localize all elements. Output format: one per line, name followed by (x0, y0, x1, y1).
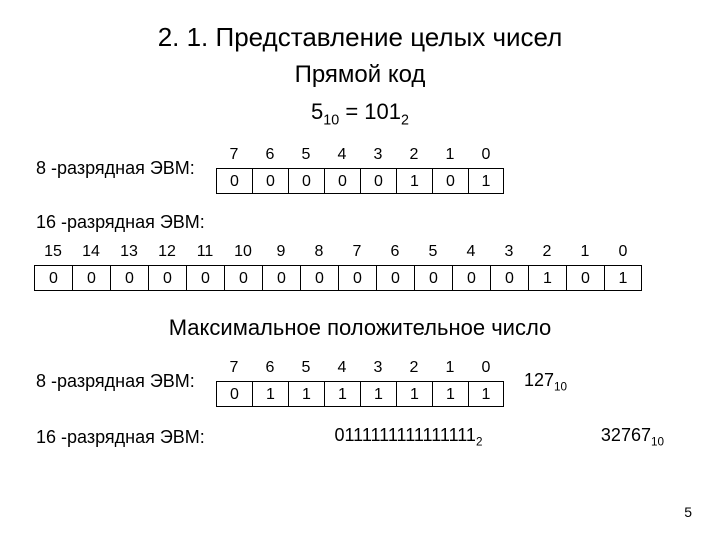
result8-base: 10 (554, 380, 567, 393)
h16-8: 7 (338, 239, 376, 265)
h8b-7: 0 (468, 355, 504, 381)
h16-13: 2 (528, 239, 566, 265)
h16-14: 1 (566, 239, 604, 265)
h8a-4: 3 (360, 142, 396, 168)
v8b-6: 1 (432, 381, 468, 407)
h16-2: 13 (110, 239, 148, 265)
h16-3: 12 (148, 239, 186, 265)
label-16bit-first: 16 -разрядная ЭВМ: (36, 212, 684, 233)
v16-4: 0 (186, 265, 224, 291)
formula-lhs-val: 5 (311, 99, 323, 124)
v8a-1: 0 (252, 168, 288, 194)
max-title: Максимальное положительное число (36, 315, 684, 341)
v8b-4: 1 (360, 381, 396, 407)
v8a-2: 0 (288, 168, 324, 194)
h8b-1: 6 (252, 355, 288, 381)
v16-14: 0 (566, 265, 604, 291)
result-32767: 3276710 (601, 425, 664, 449)
formula-eq: = (339, 99, 364, 124)
label-8bit: 8 -разрядная ЭВМ: (36, 158, 216, 179)
formula-lhs-base: 10 (323, 112, 339, 128)
v8a-6: 0 (432, 168, 468, 194)
h8a-1: 6 (252, 142, 288, 168)
h8b-3: 4 (324, 355, 360, 381)
h8b-5: 2 (396, 355, 432, 381)
h16-11: 4 (452, 239, 490, 265)
h8a-6: 1 (432, 142, 468, 168)
v16-15: 1 (604, 265, 642, 291)
v16-12: 0 (490, 265, 528, 291)
row-8bit-first: 8 -разрядная ЭВМ: 7 6 5 4 3 2 1 0 0 0 0 … (36, 142, 684, 194)
row-8bit-max: 8 -разрядная ЭВМ: 7 6 5 4 3 2 1 0 0 1 1 … (36, 355, 684, 407)
v8b-5: 1 (396, 381, 432, 407)
h8b-0: 7 (216, 355, 252, 381)
h16-6: 9 (262, 239, 300, 265)
h16-5: 10 (224, 239, 262, 265)
v16-8: 0 (338, 265, 376, 291)
h16-15: 0 (604, 239, 642, 265)
v16-1: 0 (72, 265, 110, 291)
v16-3: 0 (148, 265, 186, 291)
bin16-val: 0111111111111111 (334, 425, 475, 445)
h16-7: 8 (300, 239, 338, 265)
bin16-string: 01111111111111112 (334, 425, 482, 449)
v8a-3: 0 (324, 168, 360, 194)
h8a-0: 7 (216, 142, 252, 168)
v16-10: 0 (414, 265, 452, 291)
result16-val: 32767 (601, 425, 651, 445)
label-16bit-2: 16 -разрядная ЭВМ: (36, 427, 216, 448)
bin16-base: 2 (476, 436, 483, 449)
v16-6: 0 (262, 265, 300, 291)
conversion-formula: 510 = 1012 (36, 99, 684, 128)
h16-12: 3 (490, 239, 528, 265)
slide-title: 2. 1. Представление целых чисел (36, 22, 684, 53)
v8b-2: 1 (288, 381, 324, 407)
v16-5: 0 (224, 265, 262, 291)
v16-13: 1 (528, 265, 566, 291)
formula-rhs-base: 2 (401, 112, 409, 128)
v8a-0: 0 (216, 168, 252, 194)
result8-val: 127 (524, 370, 554, 390)
v8b-3: 1 (324, 381, 360, 407)
v8b-7: 1 (468, 381, 504, 407)
slide-subtitle: Прямой код (36, 61, 684, 89)
h16-9: 6 (376, 239, 414, 265)
v16-0: 0 (34, 265, 72, 291)
page-number: 5 (684, 504, 692, 520)
v16-7: 0 (300, 265, 338, 291)
h8a-2: 5 (288, 142, 324, 168)
v8b-0: 0 (216, 381, 252, 407)
h16-10: 5 (414, 239, 452, 265)
row-16bit-max: 16 -разрядная ЭВМ: 01111111111111112 327… (36, 425, 684, 449)
h8a-7: 0 (468, 142, 504, 168)
h16-1: 14 (72, 239, 110, 265)
v16-9: 0 (376, 265, 414, 291)
label-8bit-2: 8 -разрядная ЭВМ: (36, 371, 216, 392)
v8a-4: 0 (360, 168, 396, 194)
result-127: 12710 (524, 370, 567, 394)
bit-table-8b: 7 6 5 4 3 2 1 0 0 1 1 1 1 1 1 1 (216, 355, 504, 407)
h8b-2: 5 (288, 355, 324, 381)
h8a-3: 4 (324, 142, 360, 168)
h16-4: 11 (186, 239, 224, 265)
bit-table-16: 15 14 13 12 11 10 9 8 7 6 5 4 3 2 1 0 0 … (34, 239, 642, 291)
v8a-7: 1 (468, 168, 504, 194)
result16-base: 10 (651, 436, 664, 449)
h8a-5: 2 (396, 142, 432, 168)
v16-11: 0 (452, 265, 490, 291)
v16-2: 0 (110, 265, 148, 291)
bit-table-8a: 7 6 5 4 3 2 1 0 0 0 0 0 0 1 0 1 (216, 142, 504, 194)
formula-rhs-val: 101 (364, 99, 401, 124)
h8b-4: 3 (360, 355, 396, 381)
h16-0: 15 (34, 239, 72, 265)
h8b-6: 1 (432, 355, 468, 381)
v8b-1: 1 (252, 381, 288, 407)
v8a-5: 1 (396, 168, 432, 194)
